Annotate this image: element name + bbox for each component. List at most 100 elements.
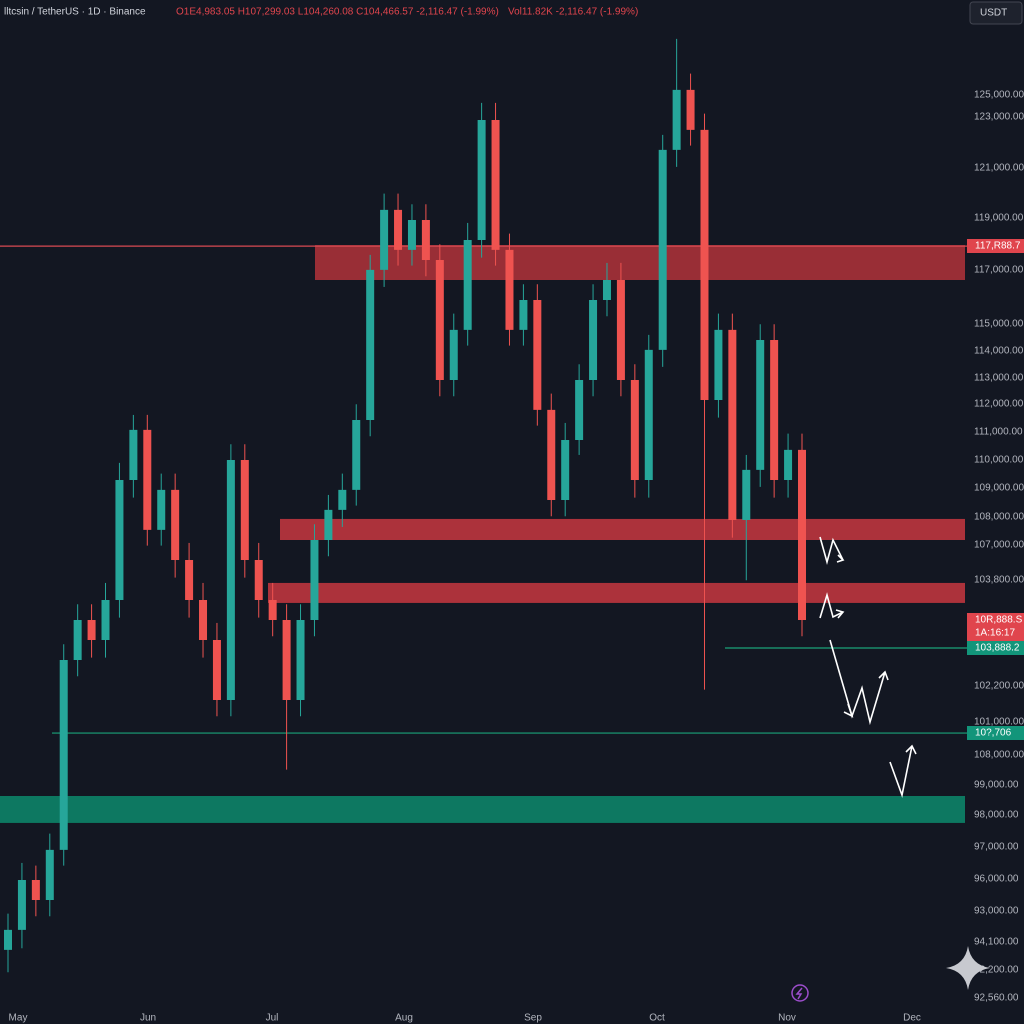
candle-body: [226, 460, 235, 700]
price-tag-bg: [967, 641, 1024, 655]
candle-body: [449, 329, 458, 380]
price-label: 111,000.00: [974, 427, 1023, 438]
event-icon-bolt: [795, 987, 803, 1000]
candle-body: [380, 209, 389, 270]
candles: [4, 38, 806, 973]
candle-body: [700, 129, 709, 400]
candle-body: [73, 620, 82, 660]
candle-body: [171, 489, 180, 560]
candle-body: [756, 340, 765, 470]
candle-body: [533, 300, 542, 410]
candle-body: [672, 89, 681, 150]
event-icon[interactable]: [791, 984, 809, 1002]
arrow: [889, 744, 917, 798]
candle-body: [366, 269, 375, 420]
candle-body: [714, 329, 723, 400]
price-tag-bg: [967, 613, 1024, 641]
candle-body: [435, 260, 444, 380]
price-label: 121,000.00: [974, 163, 1024, 174]
currency-button[interactable]: [969, 1, 1023, 25]
time-label: Nov: [778, 1013, 796, 1024]
candle-body: [268, 600, 277, 620]
candle-body: [798, 449, 806, 620]
candle-body: [463, 240, 472, 330]
candle-body: [143, 429, 152, 530]
candle-body: [17, 880, 26, 930]
price-tag: 103,888.2: [975, 643, 1020, 654]
zone: [315, 245, 965, 280]
candle-body: [45, 849, 54, 900]
candle-body: [254, 560, 263, 600]
candle-body: [310, 540, 319, 620]
arrow: [819, 536, 845, 566]
time-label: Oct: [649, 1013, 665, 1024]
candle-body: [728, 329, 737, 520]
price-tag: 1A:16:17: [975, 628, 1015, 639]
price-label: 112,000.00: [974, 399, 1024, 410]
time-label: Jun: [140, 1013, 156, 1024]
candle-body: [212, 640, 221, 700]
price-label: 107,000.00: [974, 540, 1024, 551]
candle-body: [240, 460, 249, 560]
price-label: 102,200.00: [974, 681, 1024, 692]
price-label: 123,000.00: [974, 112, 1024, 123]
candle-body: [296, 620, 305, 700]
candle-body: [770, 340, 779, 480]
candle-body: [658, 149, 667, 350]
candle-body: [589, 300, 598, 380]
candle-body: [644, 349, 653, 480]
price-label: 113,000.00: [974, 373, 1024, 384]
time-label: Dec: [903, 1013, 921, 1024]
price-label: 99,000.00: [974, 780, 1019, 791]
price-label: 96,000.00: [974, 874, 1019, 885]
candle-body: [129, 429, 138, 480]
price-label: 98,000.00: [974, 810, 1019, 821]
price-tag-bg: [967, 726, 1024, 740]
candle-body: [352, 420, 361, 490]
price-label: 119,000.00: [974, 213, 1024, 224]
price-tag: 10R,888.S: [975, 615, 1023, 626]
price-label: 97,000.00: [974, 842, 1019, 853]
candle-body: [199, 600, 208, 640]
candle-body: [157, 489, 166, 530]
time-axis: May Jun Jul Aug Sep Oct Nov Dec: [9, 1013, 921, 1024]
zone: [0, 796, 965, 823]
price-label: 115,000.00: [974, 319, 1024, 330]
price-label: 93,000.00: [974, 906, 1019, 917]
candle-body: [547, 409, 556, 500]
volume: Vol11.82K -2,116.47 (-1.99%): [508, 7, 638, 18]
time-label: Sep: [524, 1013, 542, 1024]
candle-body: [784, 449, 793, 480]
time-label: May: [9, 1013, 28, 1024]
price-label: 92,560.00: [974, 993, 1019, 1004]
zone: [268, 582, 965, 603]
price-tag-bg: [967, 239, 1024, 253]
symbol: lltcsin / TetherUS · 1D · Binance: [4, 7, 146, 18]
sparkle-icon: [946, 946, 990, 990]
candle-body: [324, 509, 333, 540]
arrow: [819, 592, 845, 619]
candle-body: [491, 120, 500, 250]
candle-body: [407, 220, 416, 250]
candle-body: [519, 300, 528, 330]
price-label: 110,000.00: [974, 455, 1024, 466]
price-label: 101,000.00: [974, 717, 1024, 728]
candle-body: [4, 929, 12, 950]
price-label: 125,000.00: [974, 90, 1024, 101]
candle-body: [602, 280, 611, 300]
candle-body: [282, 620, 291, 700]
price-label: 108,000.00: [974, 512, 1024, 523]
currency-label[interactable]: USDT: [980, 8, 1007, 19]
price-label: 94,100.00: [974, 937, 1019, 948]
time-label: Jul: [266, 1013, 279, 1024]
price-tag: 117,R88.7: [975, 241, 1021, 252]
price-tag: 10?,706: [975, 728, 1012, 739]
candle-body: [505, 249, 514, 330]
arrow: [829, 639, 889, 726]
candle-body: [616, 280, 625, 380]
arrow: [843, 703, 854, 718]
candle-body: [338, 489, 347, 510]
price-label: 117,000.00: [974, 265, 1024, 276]
